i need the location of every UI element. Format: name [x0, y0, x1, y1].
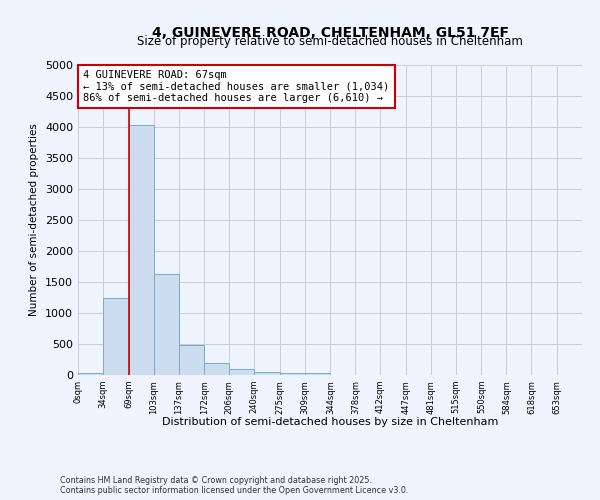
Bar: [78, 373, 103, 375]
Text: 4 GUINEVERE ROAD: 67sqm
← 13% of semi-detached houses are smaller (1,034)
86% of: 4 GUINEVERE ROAD: 67sqm ← 13% of semi-de…: [83, 70, 389, 103]
Bar: [280, 373, 305, 375]
Bar: [179, 345, 204, 375]
Bar: [103, 298, 128, 375]
X-axis label: Distribution of semi-detached houses by size in Cheltenham: Distribution of semi-detached houses by …: [162, 416, 498, 426]
Bar: [154, 274, 179, 375]
Text: Contains HM Land Registry data © Crown copyright and database right 2025.
Contai: Contains HM Land Registry data © Crown c…: [60, 476, 409, 495]
Bar: [305, 373, 331, 375]
Y-axis label: Number of semi-detached properties: Number of semi-detached properties: [29, 124, 40, 316]
Bar: [254, 372, 280, 375]
Bar: [229, 369, 254, 375]
Bar: [204, 362, 229, 375]
Text: Size of property relative to semi-detached houses in Cheltenham: Size of property relative to semi-detach…: [137, 35, 523, 48]
Title: 4, GUINEVERE ROAD, CHELTENHAM, GL51 7EF: 4, GUINEVERE ROAD, CHELTENHAM, GL51 7EF: [151, 26, 509, 40]
Bar: [128, 124, 154, 375]
